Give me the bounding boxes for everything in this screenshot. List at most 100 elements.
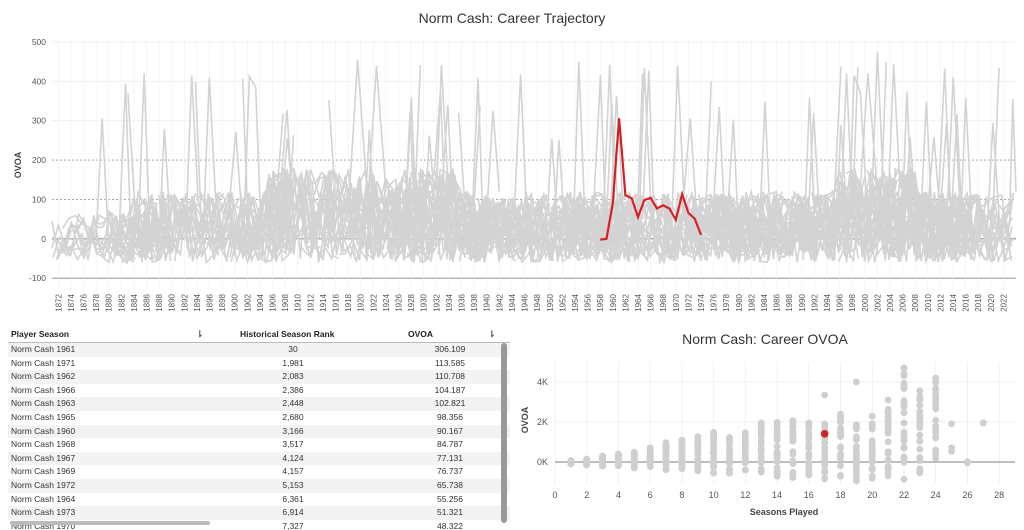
table-row[interactable]: Norm Cash 1963 2,448 102.821	[8, 397, 510, 411]
scatter-point	[757, 468, 765, 476]
scatter-point	[789, 436, 797, 444]
cell-player-season: Norm Cash 1965	[11, 411, 76, 422]
scatter-point	[853, 421, 860, 428]
scatter-point	[868, 412, 876, 420]
scatter-point	[821, 469, 829, 476]
scatter-point	[726, 470, 733, 477]
x-tick-label: 2000	[861, 293, 870, 311]
table-row[interactable]: Norm Cash 1965 2,680 98.356	[8, 411, 510, 425]
scatter-point	[916, 419, 924, 426]
background-career-line	[825, 193, 865, 262]
scatter-point	[821, 439, 829, 447]
x-tick-label: 20	[867, 490, 877, 500]
background-career-line	[388, 167, 428, 262]
x-tick-label: 1946	[521, 293, 530, 311]
scatter-point	[884, 429, 892, 437]
x-tick-label: 2004	[886, 293, 895, 311]
background-career-line	[698, 199, 720, 260]
x-tick-label: 1872	[54, 293, 63, 311]
background-career-line	[699, 205, 789, 259]
scatter-x-axis-label: Seasons Played	[750, 507, 819, 517]
table-row[interactable]: Norm Cash 1970 7,327 48.322	[8, 520, 510, 530]
table-row[interactable]: Norm Cash 1971 1,981 113.585	[8, 357, 510, 371]
scatter-point	[900, 403, 908, 411]
table-row[interactable]: Norm Cash 1964 6,361 55.256	[8, 493, 510, 507]
table-row[interactable]: Norm Cash 1968 3,517 84.787	[8, 438, 510, 452]
line-chart-title: Norm Cash: Career Trajectory	[418, 10, 606, 26]
scatter-point	[805, 451, 813, 458]
cell-season-rank: 4,124	[282, 452, 304, 463]
x-tick-label: 1982	[747, 293, 756, 311]
cell-player-season: Norm Cash 1971	[11, 357, 76, 368]
sort-icon[interactable]: ⇂	[196, 329, 204, 339]
background-career-line	[865, 180, 949, 258]
background-career-line	[991, 193, 1013, 252]
scatter-point	[932, 403, 940, 411]
scatter-point	[868, 420, 876, 428]
x-tick-label: 1916	[332, 293, 341, 311]
scatter-point	[853, 464, 860, 471]
background-career-line	[445, 177, 459, 223]
scatter-point	[900, 443, 908, 451]
x-tick-label: 1878	[92, 293, 101, 311]
cell-ovoa: 113.585	[434, 357, 466, 368]
background-career-line	[594, 194, 672, 260]
x-tick-label: 26	[962, 490, 972, 500]
table-row[interactable]: Norm Cash 1972 5,153 65.738	[8, 478, 510, 493]
scatter-point	[662, 449, 670, 457]
scatter-point	[884, 424, 892, 432]
table-row[interactable]: Norm Cash 1973 6,914 51.321	[8, 506, 510, 520]
background-career-line	[485, 110, 501, 216]
scatter-point	[710, 431, 717, 438]
x-tick-label: 1906	[269, 293, 278, 311]
x-tick-label: 0	[552, 490, 557, 500]
cell-ovoa: 77.131	[437, 452, 463, 463]
x-tick-label: 1986	[773, 293, 782, 311]
scatter-point	[741, 454, 749, 462]
table-row[interactable]: Norm Cash 1960 3,166 90.167	[8, 424, 510, 439]
table-horizontal-scrollbar[interactable]	[10, 521, 210, 525]
scatter-point	[932, 425, 940, 432]
sort-icon[interactable]: ⇂	[488, 329, 496, 339]
x-tick-label: 1914	[319, 293, 328, 311]
x-tick-label: 1876	[80, 293, 89, 311]
cell-ovoa: 104.187	[434, 384, 466, 395]
table-row[interactable]: Norm Cash 1966 2,386 104.187	[8, 384, 510, 398]
x-tick-label: 1888	[155, 293, 164, 311]
x-tick-label: 1968	[659, 293, 668, 311]
x-tick-label: 1984	[760, 293, 769, 311]
cell-season-rank: 4,157	[282, 466, 304, 477]
cell-player-season: Norm Cash 1960	[11, 425, 76, 436]
scatter-point	[773, 430, 781, 438]
x-tick-label: 1988	[785, 293, 794, 311]
table-row[interactable]: Norm Cash 1961 30 306.109	[8, 343, 510, 357]
x-tick-label: 1964	[634, 293, 643, 311]
table-row[interactable]: Norm Cash 1962 2,083 110.708	[8, 370, 510, 384]
scatter-point	[916, 437, 924, 445]
y-tick-label: 400	[32, 76, 46, 86]
career-trajectory-chart[interactable]: -100 0 100 200 300 400 500 1872 1874 1876 1878 1880…	[0, 0, 1024, 322]
table-row[interactable]: Norm Cash 1967 4,124 77.131	[8, 451, 510, 466]
x-tick-label: 1974	[697, 293, 706, 311]
scatter-point	[694, 440, 702, 447]
scatter-point	[773, 464, 781, 471]
background-career-line	[485, 194, 557, 259]
x-tick-label: 1970	[672, 293, 681, 311]
background-career-line	[709, 192, 787, 261]
scatter-point	[932, 385, 940, 392]
background-career-line	[173, 202, 207, 256]
table-row[interactable]: Norm Cash 1969 4,157 76.737	[8, 465, 510, 479]
x-tick-label: 1930	[420, 293, 429, 311]
scatter-point	[900, 364, 908, 372]
cell-player-season: Norm Cash 1969	[11, 466, 76, 477]
cell-player-season: Norm Cash 1961	[11, 344, 76, 354]
x-tick-label: 2012	[936, 293, 945, 311]
x-tick-label: 1932	[432, 293, 441, 311]
scatter-point	[789, 428, 797, 436]
scatter-point	[678, 461, 686, 469]
scatter-point	[726, 444, 733, 452]
x-tick-label: 8	[679, 490, 684, 500]
table-vertical-scrollbar[interactable]	[501, 343, 507, 523]
x-tick-label: 2010	[924, 293, 933, 311]
